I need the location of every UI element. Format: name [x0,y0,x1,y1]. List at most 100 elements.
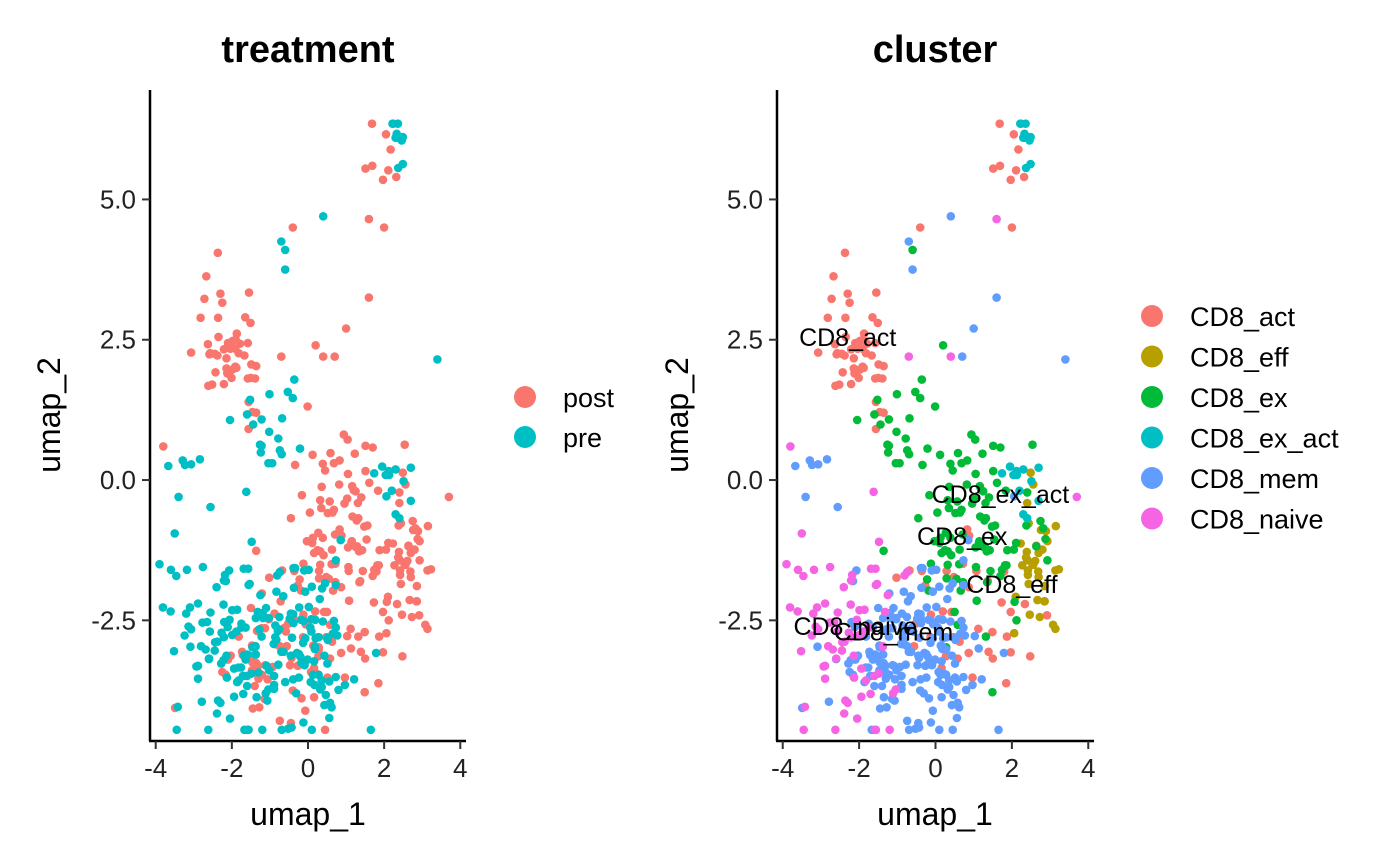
cluster-point-CD8_mem [933,677,943,687]
treatment-point-pre [277,725,287,735]
cluster-point-CD8_ex [971,562,981,572]
cluster-legend-label: CD8_mem [1190,464,1319,494]
cluster-point-CD8_mem [994,725,1003,735]
treatment-point-pre [299,566,309,575]
cluster-point-CD8_naive [785,603,795,612]
cluster-point-CD8_act [830,339,840,349]
treatment-point-pre [331,580,341,590]
cluster-point-CD8_ex [1001,486,1011,496]
cluster-point-CD8_naive [885,725,894,735]
cluster-point-CD8_act [1006,607,1015,617]
cluster-point-CD8_mem [959,580,968,590]
cluster-point-CD8_ex [971,469,980,479]
cluster-point-CD8_naive [837,646,847,655]
cluster-point-CD8_ex [917,375,927,384]
cluster-panel-title: cluster [873,29,998,71]
cluster-legend: CD8_act CD8_eff CD8_ex CD8_ex_act CD8_mem CD8… [1141,302,1339,535]
treatment-point-pre [336,535,346,545]
cluster-annotation: CD8_eff [966,571,1057,599]
cluster-x-tick-label: 4 [1081,753,1095,783]
cluster-point-CD8_naive [849,651,859,660]
cluster-point-CD8_ex [933,508,942,517]
cluster-point-CD8_ex [936,533,945,543]
treatment-point-post [290,460,300,470]
cluster-point-CD8_eff [1040,597,1049,606]
treatment-point-post [211,368,220,377]
cluster-point-CD8_ex [1012,616,1021,625]
treatment-point-post [382,628,391,638]
treatment-point-pre [254,625,264,634]
cluster-point-CD8_ex_act [1015,486,1024,496]
cluster-point-CD8_mem [932,602,941,612]
cluster-point-CD8_naive [832,627,842,636]
treatment-point-post [361,441,370,451]
cluster-point-CD8_act [840,351,849,360]
treatment-point-pre [369,469,379,478]
treatment-point-post [369,565,379,575]
cluster-point-CD8_act [859,329,869,338]
cluster-point-CD8_naive [799,571,808,581]
cluster-point-CD8_ex [978,487,988,496]
treatment-point-post [364,293,374,302]
treatment-point-post [343,469,353,479]
treatment-point-pre [237,623,246,632]
cluster-point-CD8_naive [828,645,838,654]
treatment-x-tick-label: 2 [377,753,391,783]
cluster-point-CD8_naive [888,689,898,698]
cluster-point-CD8_ex_act [1021,163,1031,173]
cluster-point-CD8_mem [904,725,914,735]
treatment-point-pre [294,673,304,682]
cluster-point-CD8_act [1007,223,1017,232]
cluster-point-CD8_ex [1010,597,1019,607]
treatment-point-pre [331,556,341,565]
cluster-point-CD8_ex [944,503,954,513]
cluster-point-CD8_ex [1038,524,1048,533]
treatment-point-post [203,339,213,349]
treatment-point-post [213,351,222,360]
cluster-point-CD8_ex [981,498,990,508]
cluster-point-CD8_mem [917,583,926,593]
cluster-annotation: CD8_ex_act [932,481,1070,509]
cluster-point-CD8_mem [969,324,978,333]
treatment-point-pre [288,609,298,619]
treatment-point-post [353,498,363,508]
cluster-point-CD8_mem [865,647,874,657]
cluster-point-CD8_mem [1061,355,1070,364]
treatment-point-pre [239,650,249,660]
treatment-point-pre [279,591,288,601]
cluster-point-CD8_act [838,368,847,377]
treatment-legend-key [514,426,536,448]
treatment-point-post [355,577,364,587]
cluster-point-CD8_mem [885,670,894,680]
treatment-point-post [381,130,391,139]
treatment-point-post [384,538,393,548]
treatment-point-pre [301,587,310,596]
treatment-point-pre [219,632,229,642]
treatment-point-pre [331,672,341,682]
cluster-point-CD8_mem [970,631,980,641]
treatment-point-pre [271,632,280,642]
cluster-point-CD8_ex [911,387,920,397]
treatment-point-post [382,597,392,607]
treatment-point-post [326,448,335,458]
treatment-point-pre [180,631,189,640]
cluster-point-CD8_ex [1009,545,1019,554]
cluster-point-CD8_eff [1022,498,1032,508]
cluster-point-CD8_naive [825,618,834,627]
treatment-point-pre [295,444,305,453]
cluster-point-CD8_mem [946,212,956,221]
treatment-point-pre [201,645,210,654]
treatment-y-tick-label: 0.0 [100,465,136,495]
treatment-point-pre [349,675,359,684]
treatment-point-pre [262,661,271,671]
cluster-point-CD8_mem [935,725,944,735]
treatment-point-post [295,575,304,584]
cluster-point-CD8_ex [986,566,995,576]
treatment-y-tick-label: 2.5 [100,325,136,355]
cluster-point-CD8_naive [846,632,856,642]
cluster-point-CD8_mem [880,626,889,636]
cluster-point-CD8_naive [992,214,1001,224]
treatment-point-pre [387,486,397,496]
treatment-point-post [375,545,384,555]
treatment-point-pre [170,529,179,538]
